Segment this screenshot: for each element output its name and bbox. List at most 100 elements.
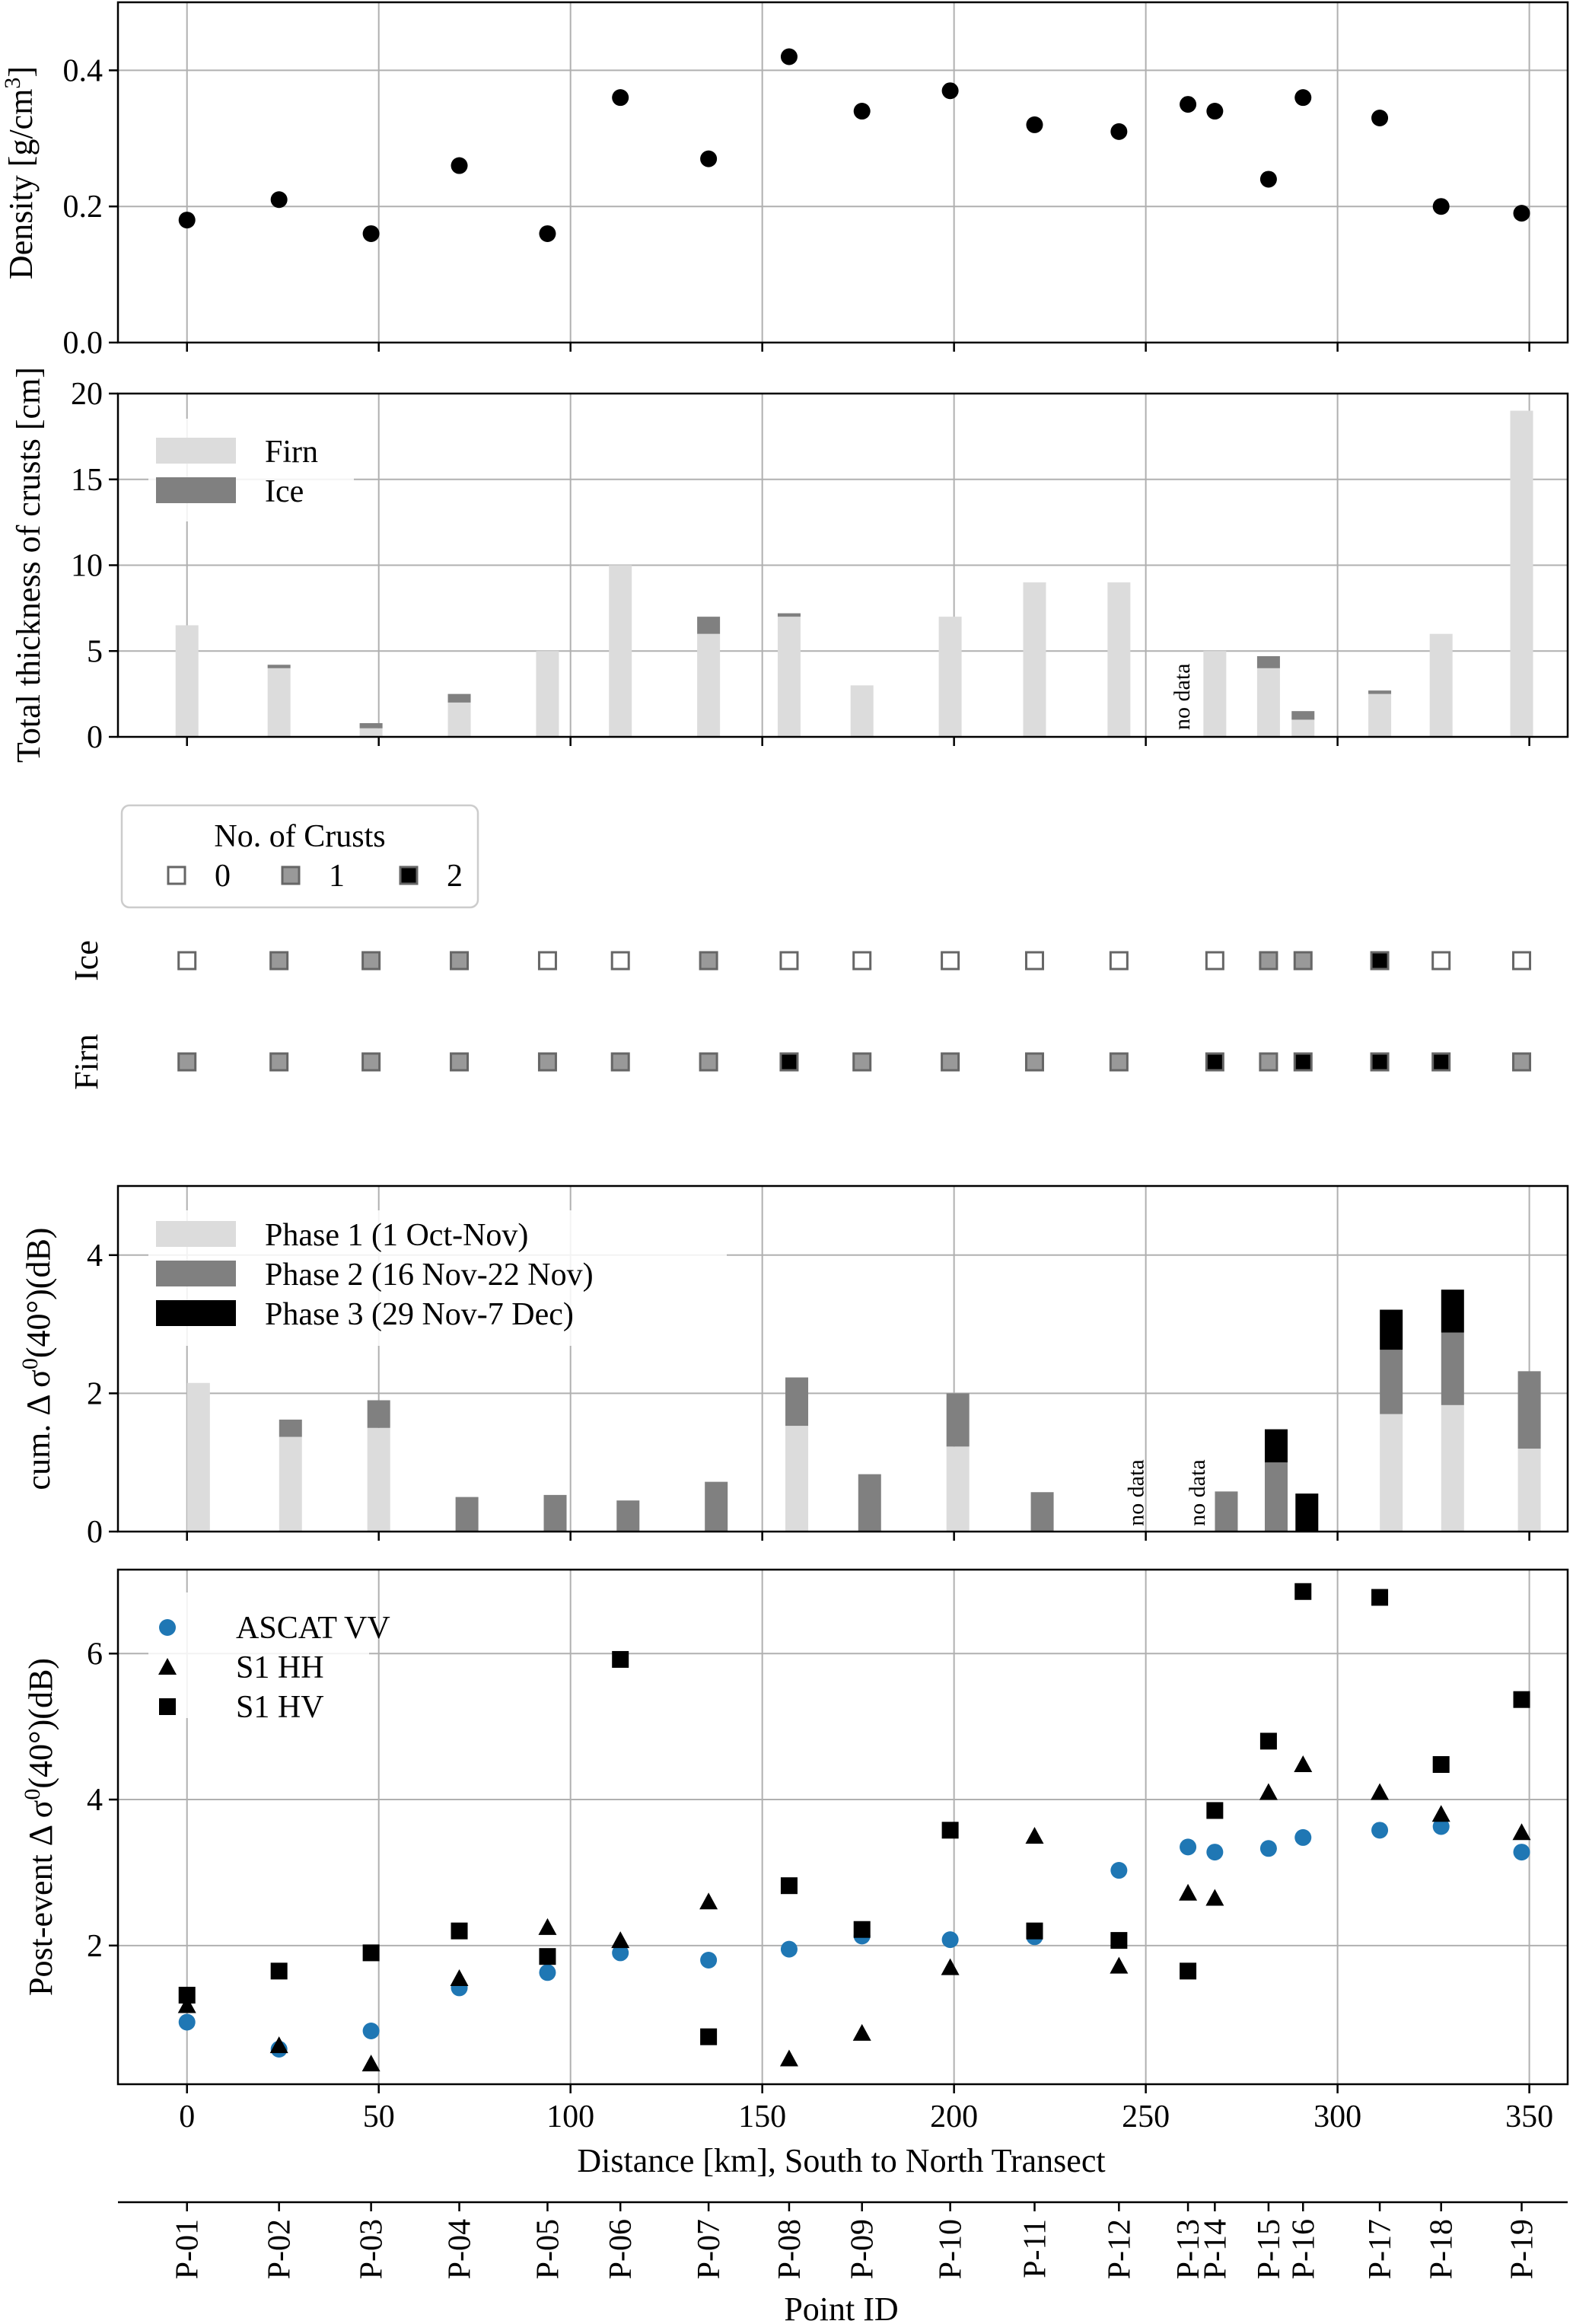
legend-marker-s1-hh-point <box>158 1658 177 1675</box>
y-tick-label: 10 <box>71 549 103 584</box>
x-tick-label: 0 <box>179 2099 195 2134</box>
x-axis-label: Distance [km], South to North Transect <box>577 2142 1105 2179</box>
ice-crust-marker <box>361 951 381 971</box>
phase3-bar <box>1295 1494 1319 1532</box>
phase2-bar <box>785 1377 809 1427</box>
y-tick-label: 2 <box>87 1929 103 1964</box>
s1-hh-point <box>1025 1826 1044 1844</box>
legend-phase2-swatch <box>156 1261 236 1286</box>
point-id-label: P-02 <box>263 2219 298 2279</box>
ascat-vv-point <box>1294 1828 1312 1846</box>
phase1-bar <box>1517 1449 1541 1532</box>
ice-crust-marker <box>1024 951 1044 971</box>
density-point <box>1206 103 1224 120</box>
density-point <box>539 225 556 242</box>
crust-legend-label-0: 0 <box>215 859 231 894</box>
firn-bar <box>267 668 291 737</box>
row-label-ice: Ice <box>68 940 105 981</box>
s1-hh-point <box>361 2055 381 2072</box>
ice-crust-marker <box>1431 951 1451 971</box>
s1-hh-point <box>1371 1783 1390 1800</box>
phase3-bar <box>1441 1290 1464 1333</box>
density-point <box>1259 171 1277 188</box>
ice-crust-marker <box>1205 951 1224 971</box>
density-point <box>1371 109 1389 126</box>
firn-bar <box>697 633 721 737</box>
firn-crust-marker <box>941 1052 960 1072</box>
phase2-bar <box>705 1481 728 1532</box>
ascat-vv-point <box>780 1940 798 1958</box>
x-tick-label: 50 <box>363 2099 395 2134</box>
phase1-bar <box>785 1426 809 1532</box>
s1-hv-point <box>362 1944 380 1962</box>
s1-hv-point <box>1371 1589 1389 1606</box>
y-tick-label: 5 <box>87 634 103 669</box>
phase2-bar <box>1441 1332 1464 1405</box>
phase2-bar <box>543 1494 567 1532</box>
s1-hv-point <box>612 1650 629 1668</box>
ascat-vv-point <box>612 1944 629 1962</box>
phase2-bar <box>1030 1492 1054 1532</box>
phase2-bar <box>367 1400 390 1428</box>
ice-bar <box>697 617 721 634</box>
ascat-vv-point <box>1371 1822 1389 1839</box>
plot-frame <box>116 392 1569 738</box>
s1-hv-point <box>178 1987 196 2004</box>
phase2-bar <box>1380 1350 1403 1414</box>
phase2-bar <box>455 1497 479 1532</box>
legend-firn-label: Firn <box>265 435 318 470</box>
firn-bar <box>175 625 199 737</box>
y-tick-label: 20 <box>71 377 103 412</box>
firn-crust-marker <box>361 1052 381 1072</box>
ascat-vv-point <box>1513 1844 1530 1861</box>
density-point <box>1432 198 1450 215</box>
ice-crust-marker <box>1109 951 1129 971</box>
firn-bar <box>1368 693 1392 737</box>
ice-crust-marker <box>852 951 872 971</box>
y-tick-label: 0.0 <box>63 326 103 361</box>
ice-crust-marker <box>1259 951 1278 971</box>
legend-ice-swatch <box>156 477 236 503</box>
legend-label-ascat-vv-point: ASCAT VV <box>236 1611 390 1646</box>
thickness-axis-label: Total thickness of crusts [cm] <box>10 367 47 763</box>
s1-hv-point <box>539 1948 556 1965</box>
point-id-label: P-13 <box>1171 2219 1206 2279</box>
s1-hv-point <box>1026 1922 1043 1940</box>
legend-ice-label: Ice <box>265 474 304 509</box>
phase2-bar <box>616 1500 640 1532</box>
phase1-bar <box>946 1446 970 1532</box>
legend-marker-ascat-vv-point <box>159 1619 176 1636</box>
density-point <box>1294 89 1312 107</box>
y-tick-label: 15 <box>71 463 103 498</box>
ice-crust-marker <box>269 951 289 971</box>
s1-hh-point <box>177 1996 196 2013</box>
point-id-label: P-15 <box>1252 2219 1287 2279</box>
cumulative-backscatter-panel: 0 2 4 no data no data Phase 1 (1 Oct-Nov) Phas… <box>18 1184 1569 1550</box>
density-point <box>178 212 196 229</box>
legend-label-s1-hv-point: S1 HV <box>236 1690 324 1725</box>
ice-bar <box>1368 690 1392 694</box>
density-point <box>1110 123 1128 140</box>
density-point <box>1026 116 1043 133</box>
plot-frame <box>116 1 1569 344</box>
s1-hh-point <box>1294 1755 1313 1773</box>
ascat-vv-point <box>1206 1844 1224 1861</box>
ice-crust-marker <box>177 951 197 971</box>
firn-bar <box>359 728 383 737</box>
no-data-label: no data <box>1124 1459 1149 1525</box>
ice-crust-marker <box>1293 951 1313 971</box>
s1-hh-point <box>941 1958 960 1975</box>
density-point <box>612 89 629 107</box>
crust-legend-swatch-2 <box>399 866 419 885</box>
phase-legend-box <box>148 1210 727 1346</box>
legend-phase1-swatch <box>156 1221 236 1247</box>
s1-hh-point <box>1110 1956 1129 1974</box>
crust-legend-swatch-0 <box>167 866 186 885</box>
density-point <box>362 225 380 242</box>
s1-hv-point <box>270 1962 288 1980</box>
point-id-label: P-12 <box>1102 2219 1137 2279</box>
legend-phase1-label: Phase 1 (1 Oct-Nov) <box>265 1218 528 1253</box>
point-id-label: P-09 <box>845 2219 880 2279</box>
firn-crust-marker <box>610 1052 630 1072</box>
